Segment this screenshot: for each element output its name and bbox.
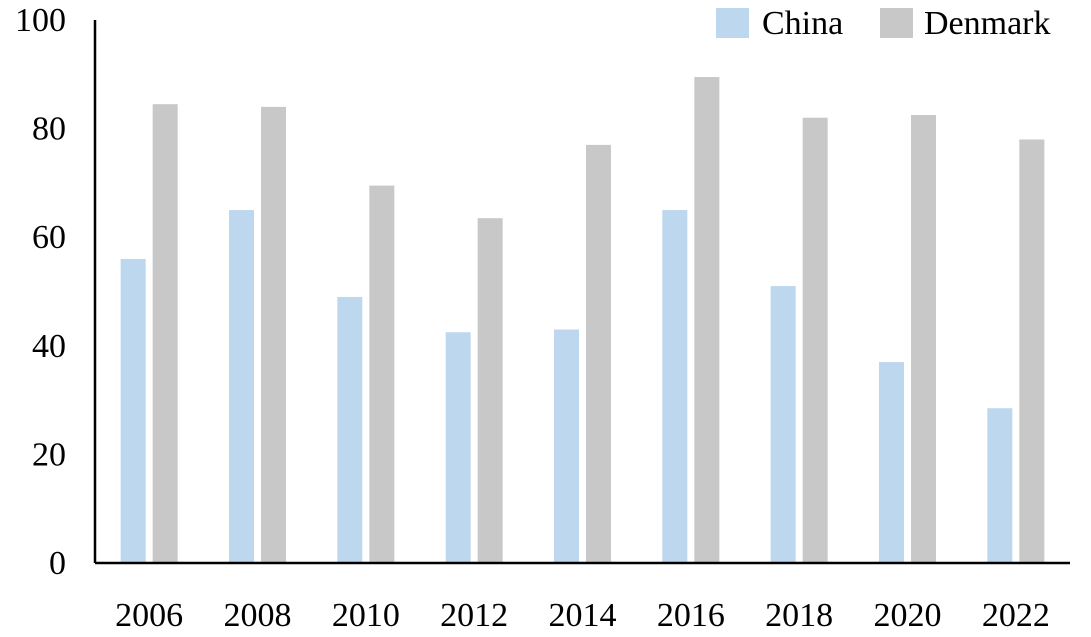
- x-tick-label: 2018: [765, 597, 833, 634]
- bar-china-2022: [987, 408, 1013, 563]
- y-tick-label: 20: [32, 436, 66, 473]
- bar-denmark-2018: [802, 117, 828, 564]
- x-tick-label: 2010: [332, 597, 400, 634]
- bar-denmark-2016: [694, 77, 720, 563]
- bar-china-2020: [879, 362, 904, 563]
- bar-denmark-2020: [911, 115, 936, 564]
- bar-china-2012: [445, 332, 471, 563]
- x-axis-tick-labels: 2006 2008 2010 2012 2014 2016 2018 2020 2022: [115, 597, 1050, 634]
- bar-china-2014: [554, 329, 579, 563]
- x-tick-label: 2014: [549, 597, 617, 634]
- bars: [120, 77, 1045, 564]
- y-axis-tick-labels: 0 20 40 60 80 100: [15, 2, 66, 582]
- bar-china-2016: [662, 210, 688, 564]
- legend-label-denmark: Denmark: [924, 5, 1051, 42]
- legend-label-china: China: [762, 5, 843, 42]
- bar-china-2008: [229, 210, 254, 564]
- x-tick-label: 2006: [115, 597, 183, 634]
- bar-denmark-2008: [261, 106, 286, 563]
- y-tick-label: 0: [49, 545, 66, 582]
- bar-denmark-2006: [152, 104, 178, 563]
- x-tick-label: 2012: [440, 597, 508, 634]
- x-tick-label: 2020: [874, 597, 942, 634]
- legend: China Denmark: [716, 5, 1051, 42]
- bar-china-2010: [337, 296, 363, 563]
- bar-china-2018: [770, 286, 796, 563]
- y-tick-label: 80: [32, 111, 66, 148]
- y-tick-label: 100: [15, 2, 66, 39]
- y-tick-label: 60: [32, 219, 66, 256]
- bar-denmark-2022: [1019, 139, 1045, 563]
- x-tick-label: 2022: [982, 597, 1050, 634]
- bar-denmark-2010: [369, 185, 395, 564]
- legend-swatch-denmark: [880, 8, 913, 38]
- bar-denmark-2012: [477, 218, 503, 563]
- bar-china-2006: [120, 258, 146, 563]
- x-tick-label: 2008: [224, 597, 292, 634]
- x-tick-label: 2016: [657, 597, 725, 634]
- legend-swatch-china: [716, 8, 749, 38]
- y-tick-label: 40: [32, 328, 66, 365]
- bar-denmark-2014: [586, 144, 611, 563]
